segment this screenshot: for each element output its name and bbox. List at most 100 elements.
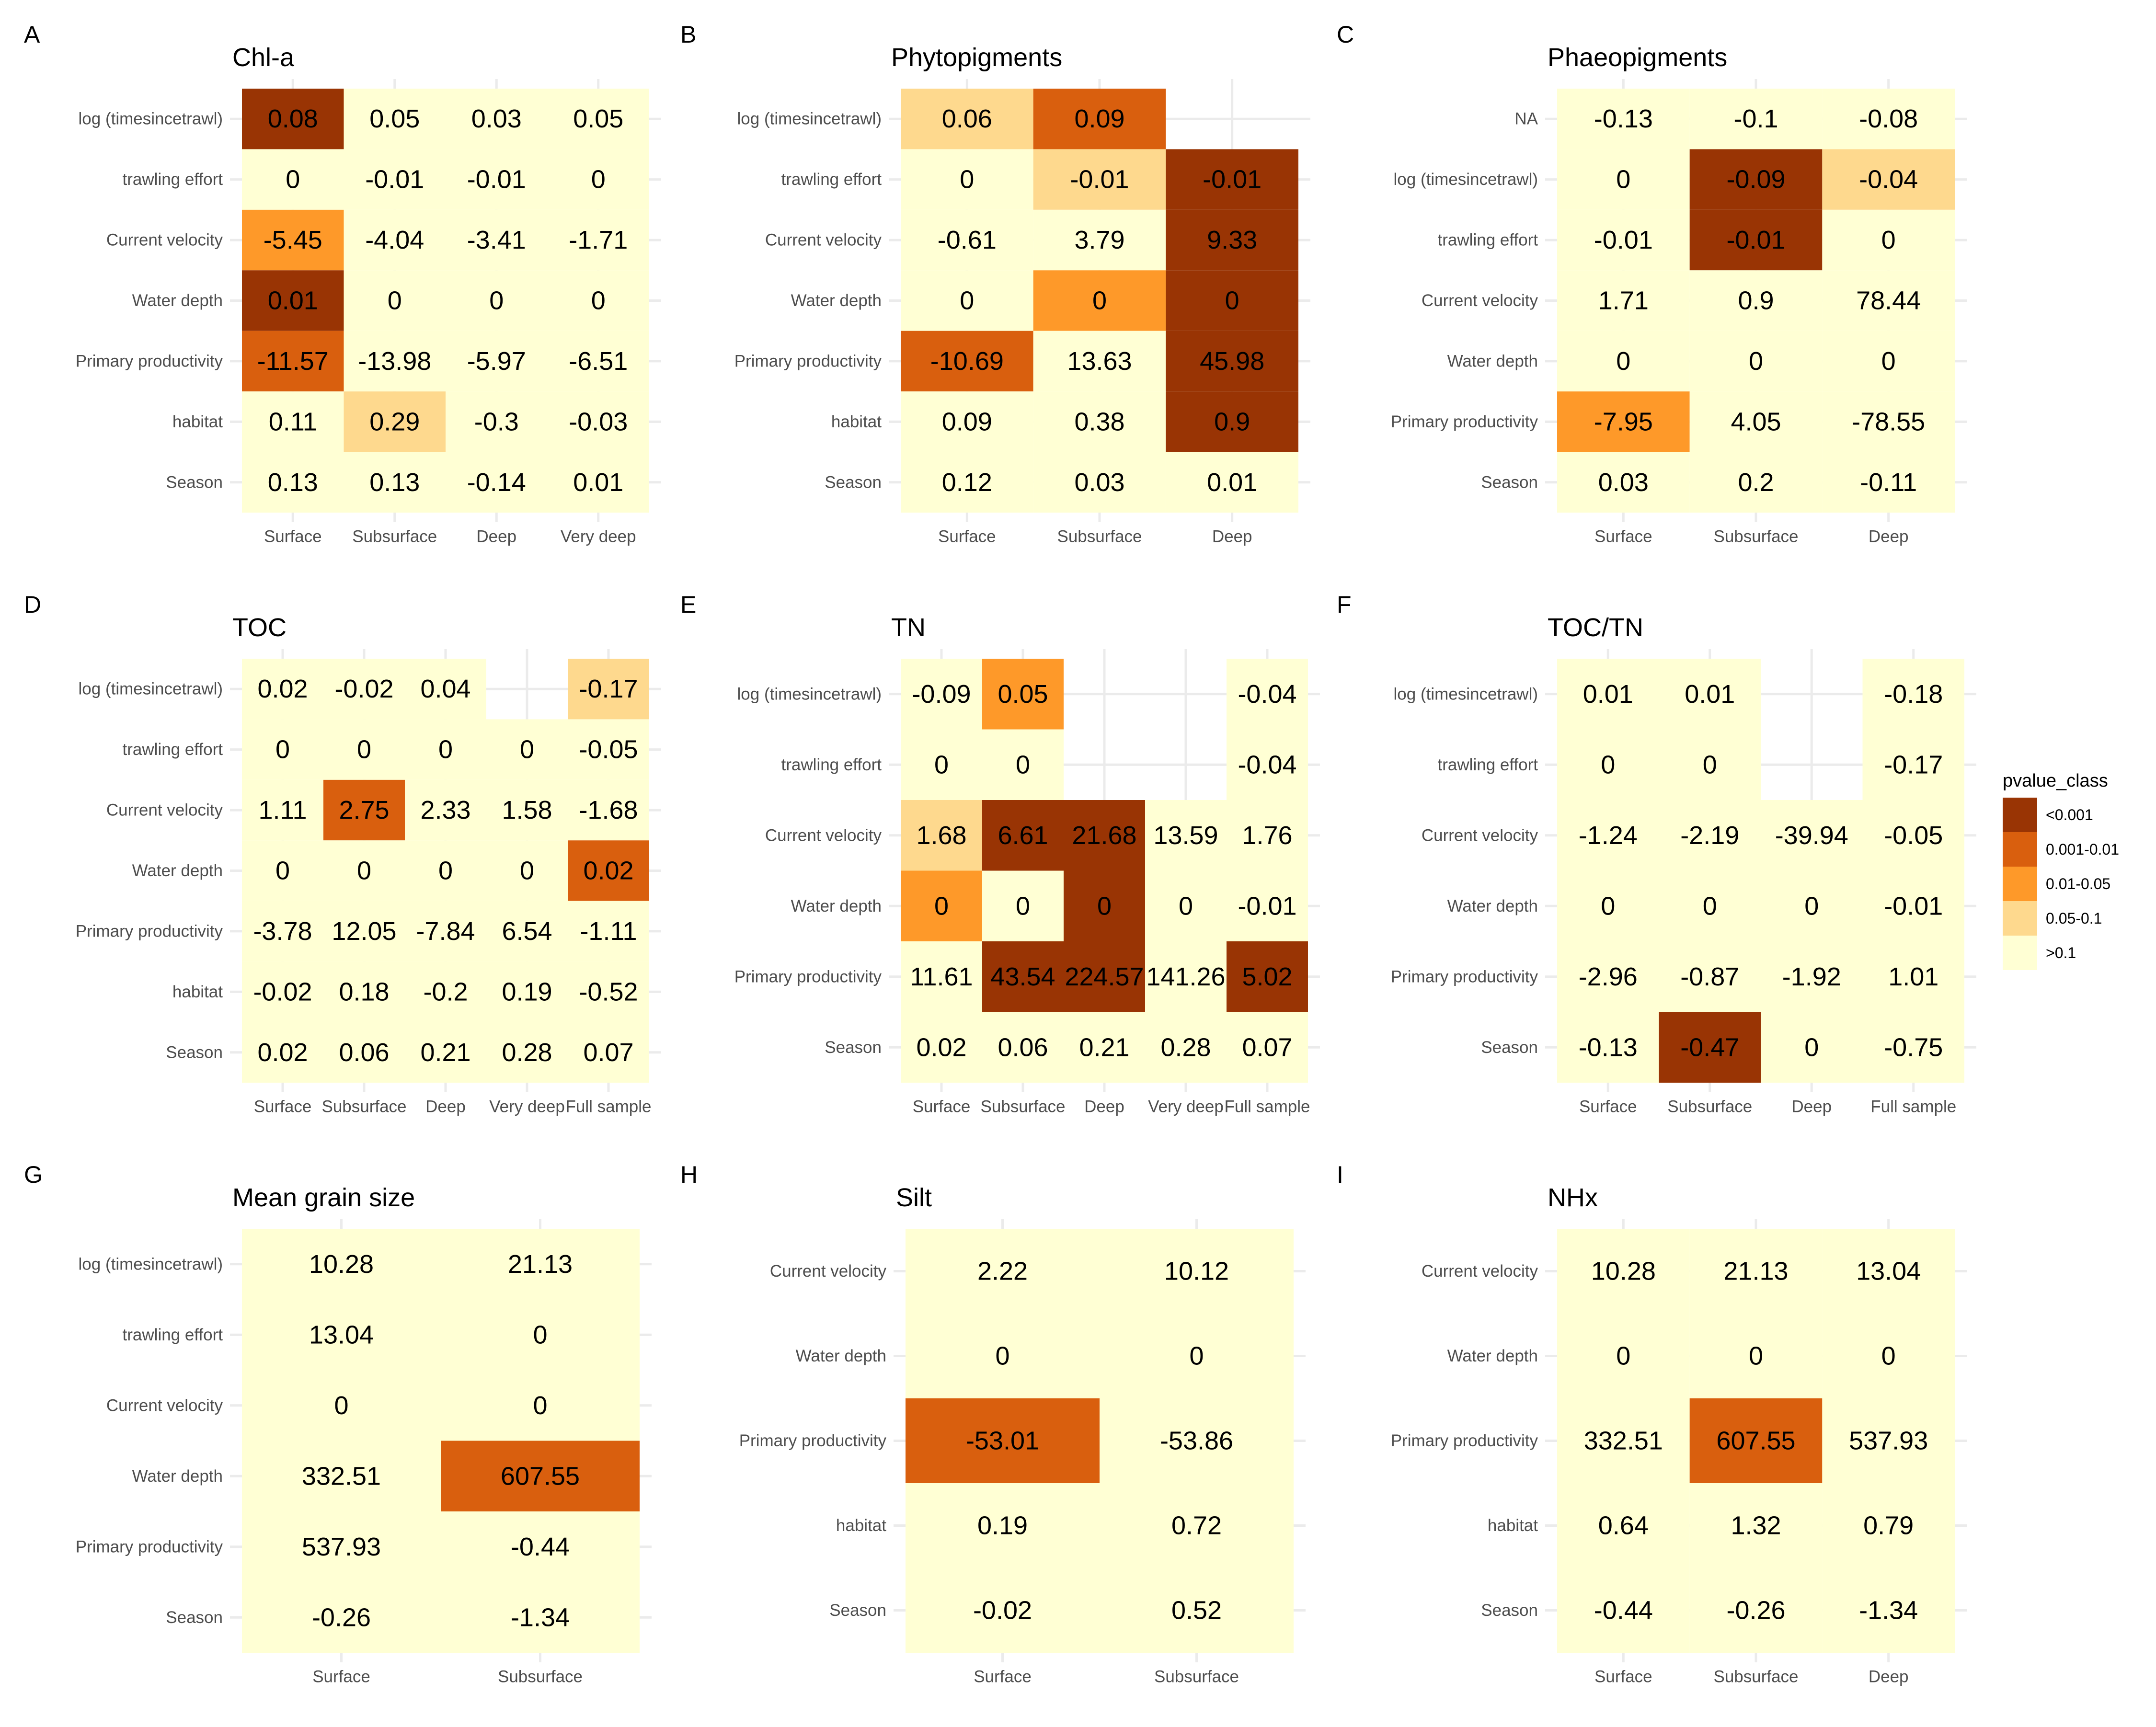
heatmap-tile [901,729,982,800]
heatmap-tile [1557,1398,1690,1483]
legend-label: 0.05-0.1 [2046,910,2102,927]
y-tick-label: Water depth [132,861,223,880]
y-tick-label: habitat [831,412,882,431]
tile-value-label: 6.61 [998,821,1048,850]
heatmap-tile [446,270,548,331]
heatmap-tile [1064,800,1145,871]
tile-value-label: 0 [1189,1342,1204,1371]
y-tick-label: Primary productivity [734,352,882,370]
y-tick-label: Current velocity [765,826,882,845]
legend-label: >0.1 [2046,944,2076,961]
panel-i: I NHx 10.28 21.13 13.04 0 0 0 332.51 607.55 537.93… [1337,1161,1967,1686]
heatmap-tile [1689,1314,1823,1398]
heatmap-tile [1166,331,1298,392]
heatmap-tile [405,1022,486,1083]
tile-value-label: 332.51 [1584,1427,1663,1455]
tile-value-label: 0 [995,1342,1009,1371]
heatmap-tile [344,270,446,331]
tile-value-label: 0 [520,857,534,885]
heatmap-tile [547,452,649,513]
tile-value-label: 0.06 [339,1038,389,1067]
heatmap-tile [1227,870,1308,941]
tile-value-label: -5.97 [467,347,526,376]
tile-value-label: 0 [1601,750,1615,779]
tile-value-label: 0.05 [369,104,420,133]
heatmap-tile [1659,941,1761,1012]
heatmap-tile [1557,729,1659,800]
y-tick-label: Current velocity [1422,826,1538,845]
heatmap-tile [1557,149,1690,210]
y-tick-label: Current velocity [106,1396,223,1415]
y-tick-label: Season [1481,473,1538,492]
tile-value-label: -39.94 [1775,821,1848,850]
heatmap-tile [1822,270,1955,331]
tile-value-label: -13.98 [358,347,431,376]
tile-value-label: -0.14 [467,468,526,497]
panel-h: H Silt 2.22 10.12 0 0 -53.01 -53.86 0.19 0.72 -0.0… [680,1161,1306,1686]
tile-value-label: 1.32 [1731,1511,1781,1540]
tile-value-label: 0.02 [257,1038,308,1067]
heatmap-tile [568,901,649,962]
heatmap-tile [446,89,548,149]
y-tick-label: NA [1514,110,1538,128]
heatmap-tile [1822,1483,1955,1568]
tile-value-label: 10.28 [1591,1257,1656,1286]
heatmap-tile [1761,941,1863,1012]
heatmap-tile [1557,1314,1690,1398]
y-tick-label: Current velocity [106,231,223,250]
heatmap-tile [446,149,548,210]
tile-value-label: 78.44 [1856,286,1921,315]
y-tick-label: Water depth [1447,897,1538,915]
heatmap-tile [242,901,323,962]
heatmap-tile [901,331,1033,392]
x-tick-label: Deep [1869,1668,1909,1686]
heatmap-tile [1822,452,1955,513]
heatmap-tile [1761,800,1863,871]
heatmap-tile [1689,331,1823,392]
panel-b: B Phytopigments 0.06 0.09 0 -0.01 -0.01 -0.61 3.… [680,21,1310,546]
tile-value-label: 537.93 [1849,1427,1928,1455]
tile-value-label: -1.68 [579,796,638,824]
tile-value-label: 0.02 [583,857,633,885]
heatmap-tile [405,901,486,962]
heatmap-tile [901,391,1033,452]
heatmap-tile [1689,149,1823,210]
heatmap-tile [1822,331,1955,392]
y-tick-label: habitat [1488,1516,1538,1535]
heatmap-tile [547,391,649,452]
tile-value-label: 0 [591,165,606,194]
tile-value-label: 0 [286,165,300,194]
tile-value-label: 0.09 [942,407,992,436]
tile-value-label: 0 [1092,286,1107,315]
x-tick-label: Full sample [1225,1098,1310,1116]
heatmap-tile [1145,1012,1227,1083]
tile-value-label: 0 [1881,1342,1896,1371]
x-tick-label: Surface [264,527,322,546]
x-tick-label: Deep [1084,1098,1124,1116]
heatmap-tile [1033,149,1166,210]
y-tick-label: habitat [172,983,223,1001]
tile-value-label: -0.3 [474,407,519,436]
x-tick-label: Subsurface [1667,1098,1752,1116]
heatmap-tile [901,941,982,1012]
heatmap-tile [1100,1568,1294,1653]
heatmap-tile [323,961,405,1022]
heatmap-tile [1557,331,1690,392]
heatmap-tile [441,1299,640,1370]
heatmap-tile [547,209,649,271]
tile-value-label: 10.28 [309,1250,374,1279]
x-tick-label: Deep [1791,1098,1832,1116]
x-tick-label: Subsurface [1057,527,1142,546]
tile-value-label: 0 [591,286,606,315]
x-tick-label: Subsurface [352,527,437,546]
tile-value-label: 0 [275,857,290,885]
heatmap-tile [405,719,486,780]
y-tick-label: Season [825,473,882,492]
tile-value-label: -0.13 [1594,104,1653,133]
legend-swatch [2003,867,2037,901]
tile-value-label: -0.04 [1238,680,1296,709]
tile-value-label: -0.01 [1070,165,1129,194]
tile-value-label: 0.21 [1079,1033,1129,1062]
heatmap-tile [1557,1229,1690,1314]
